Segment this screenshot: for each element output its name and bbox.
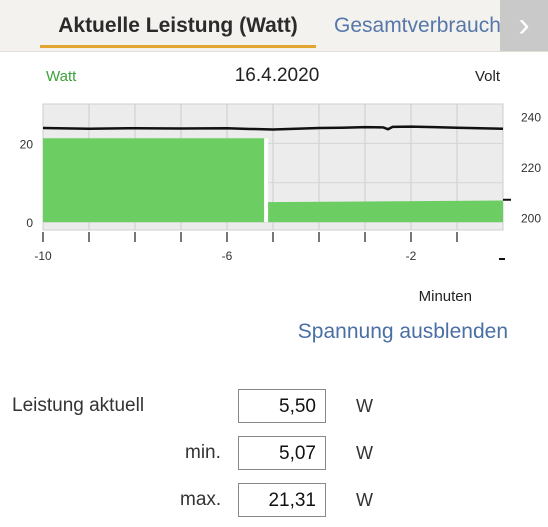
- chevron-right-icon: ›: [518, 6, 530, 44]
- y-right-tick-label: 220: [521, 161, 541, 175]
- reading-min-value: 5,07: [238, 436, 326, 470]
- y-right-tick-label: 240: [521, 111, 541, 125]
- chart-title: 16.4.2020: [235, 65, 320, 86]
- tab-aktuelle-leistung[interactable]: Aktuelle Leistung (Watt): [40, 0, 316, 51]
- reading-max-label: max.: [180, 489, 222, 510]
- tab-gesamtverbrauch[interactable]: Gesamtverbrauch: [334, 0, 501, 51]
- voltage-line: [42, 125, 504, 131]
- tab-aktuelle-leistung-label: Aktuelle Leistung (Watt): [58, 14, 298, 37]
- x-axis-label: Minuten: [419, 288, 472, 305]
- reading-current-unit: W: [356, 396, 373, 416]
- power-chart-svg: Watt 16.4.2020 Volt Minuten 0 20 200 220 240…: [20, 65, 542, 305]
- reading-min-label: min.: [185, 442, 221, 463]
- active-tab-indicator: [40, 45, 316, 48]
- reading-min-row: min. 5,07 W: [0, 436, 548, 470]
- reading-current-label: Leistung aktuell: [12, 395, 145, 416]
- reading-max-row: max. 21,31 W: [0, 483, 548, 517]
- spannung-ausblenden-link[interactable]: Spannung ausblenden: [297, 320, 508, 343]
- power-area: [43, 138, 503, 223]
- reading-min-unit: W: [356, 443, 373, 463]
- left-axis-label: Watt: [46, 68, 77, 85]
- x-tick-label: -6: [222, 249, 233, 263]
- reading-max-unit: W: [356, 490, 373, 510]
- tab-gesamtverbrauch-label: Gesamtverbrauch: [334, 14, 501, 37]
- x-tick-label: -10: [34, 249, 52, 263]
- reading-current-row: Leistung aktuell 5,50 W: [0, 389, 548, 423]
- plot-area: 0 20 200 220 240 -10 -6 -2: [20, 103, 541, 263]
- power-chart: Watt 16.4.2020 Volt Minuten 0 20 200 220 240…: [0, 56, 548, 306]
- reading-max-value: 21,31: [238, 483, 326, 517]
- y-left-tick-label: 0: [26, 216, 33, 230]
- right-axis-label: Volt: [475, 68, 501, 85]
- tab-bar: Aktuelle Leistung (Watt) Gesamtverbrauch…: [0, 0, 548, 52]
- reading-current-value: 5,50: [238, 389, 326, 423]
- y-right-tick-label: 200: [521, 211, 541, 225]
- next-tab-button[interactable]: ›: [500, 0, 548, 51]
- x-tick-label: -2: [406, 249, 417, 263]
- y-left-tick-label: 20: [20, 137, 34, 151]
